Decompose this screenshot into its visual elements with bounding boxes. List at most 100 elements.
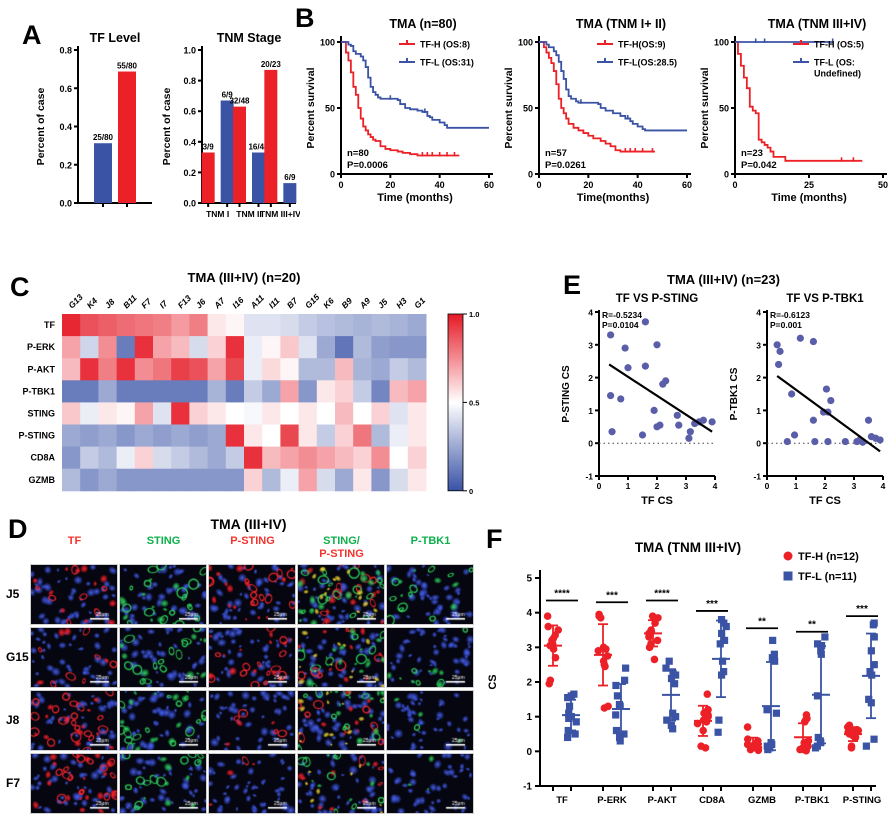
svg-text:TMA (n=80): TMA (n=80) (389, 17, 456, 31)
svg-text:50: 50 (878, 180, 888, 190)
svg-text:TNM III+IV: TNM III+IV (260, 209, 300, 219)
svg-text:2: 2 (526, 678, 532, 689)
microscopy-column-headers: TF STING P-STING STING/P-STING P-TBK1 (30, 535, 475, 560)
microscopy-grid: J5 G15 J8 F7 (0, 564, 480, 820)
svg-text:***: *** (606, 590, 618, 601)
km-plot-tma-n80: TMA (n=80) 0 50 100 0 20 40 60 Time (months) Perc… (303, 12, 499, 245)
micro-image-J5-2 (208, 564, 296, 625)
svg-text:3/9: 3/9 (203, 143, 215, 152)
svg-text:0: 0 (528, 170, 533, 180)
panel-e: E TMA (III+IV) (n=23) TF VS P-STING -1 0 1 2… (555, 262, 892, 520)
svg-text:P-AKT: P-AKT (28, 364, 56, 374)
svg-text:20: 20 (385, 180, 395, 190)
panel-b-label: B (295, 3, 315, 33)
svg-text:5: 5 (526, 574, 532, 585)
panel-a-label: A (22, 20, 42, 50)
svg-text:4: 4 (756, 308, 761, 318)
svg-text:F7: F7 (139, 295, 154, 310)
panel-c-label: C (10, 272, 30, 302)
panel-f: F TMA (TNM III+IV) TF-H (n=12) TF-L (n=11)… (480, 520, 892, 822)
svg-text:TF-H (n=12): TF-H (n=12) (798, 551, 859, 563)
panel-e-title: TMA (III+IV) (n=23) (667, 272, 780, 287)
svg-text:0: 0 (756, 439, 761, 449)
svg-text:100: 100 (714, 38, 729, 48)
svg-text:100: 100 (518, 38, 533, 48)
svg-text:60: 60 (484, 180, 494, 190)
panel-c: C TMA (III+IV) (n=20) G13 K4 J8 B11 F7 I7 F13 J6… (0, 262, 555, 520)
svg-text:TF-H (OS:5): TF-H (OS:5) (814, 40, 864, 50)
svg-text:P-TBK1: P-TBK1 (22, 386, 55, 396)
svg-text:6/9: 6/9 (284, 173, 296, 182)
svg-text:0: 0 (330, 170, 335, 180)
svg-text:TF VS P-STING: TF VS P-STING (616, 293, 698, 305)
svg-text:0: 0 (765, 481, 770, 491)
scatter-tf-ptbk1: TF VS P-TBK1 -1 0 1 2 3 4 0 1 2 3 4 TF CS P-TBK1 CS R=… (725, 286, 891, 523)
scatter-tf-psting: TF VS P-STING -1 0 1 2 3 4 0 1 2 3 4 TF CS P-STING CS… (557, 286, 723, 523)
svg-text:0.5: 0.5 (469, 398, 479, 407)
svg-text:TNM II: TNM II (236, 209, 262, 219)
svg-text:0.8: 0.8 (59, 46, 72, 56)
svg-text:40: 40 (633, 180, 643, 190)
svg-text:A11: A11 (248, 293, 267, 312)
svg-text:J5: J5 (376, 296, 390, 310)
tf-level-bar-chart: TF Level 0.0 0.2 0.4 0.6 0.8 Percent of case 25… (32, 28, 158, 238)
svg-text:TF-L(OS:28.5): TF-L(OS:28.5) (618, 58, 677, 68)
svg-text:0: 0 (526, 747, 532, 758)
svg-text:R=-0.6123: R=-0.6123 (770, 310, 810, 320)
svg-text:40: 40 (435, 180, 445, 190)
svg-text:16/48: 16/48 (248, 143, 269, 152)
svg-text:I16: I16 (230, 295, 246, 311)
micro-col-header-text: STING/ (323, 535, 360, 547)
svg-text:1: 1 (526, 712, 532, 723)
svg-text:GZMB: GZMB (29, 475, 56, 485)
micro-image-G15-0 (30, 627, 118, 688)
micro-col-header-3: STING/P-STING (297, 535, 386, 560)
svg-text:TMA (III+IV) (n=20): TMA (III+IV) (n=20) (188, 270, 301, 285)
panel-b: B TMA (n=80) 0 50 100 0 20 40 60 Time (months) Pe… (293, 0, 892, 240)
svg-text:Percent survival: Percent survival (305, 67, 317, 148)
micro-col-header-2: P-STING (208, 535, 297, 560)
svg-text:K6: K6 (321, 295, 336, 310)
svg-text:1.0: 1.0 (469, 310, 479, 319)
svg-text:F13: F13 (176, 293, 194, 311)
svg-text:P-STING: P-STING (18, 431, 55, 441)
svg-text:0.4: 0.4 (183, 137, 196, 147)
svg-text:0.6: 0.6 (59, 84, 72, 94)
svg-text:P-STING: P-STING (843, 795, 882, 806)
heatmap-chart: TMA (III+IV) (n=20) G13 K4 J8 B11 F7 I7 F13 J6 A7… (0, 262, 555, 525)
svg-text:TNM I: TNM I (206, 209, 229, 219)
panel-d: D TMA (III+IV) TF STING P-STING STING/P-STI… (0, 512, 480, 822)
svg-text:Time(months): Time(months) (577, 192, 650, 204)
micro-image-F7-3 (297, 753, 385, 814)
svg-text:B7: B7 (285, 295, 301, 311)
svg-text:4: 4 (713, 481, 718, 491)
micro-row-label-G15: G15 (6, 649, 29, 664)
svg-text:P-STING CS: P-STING CS (561, 365, 572, 423)
micro-col-header-0: TF (30, 535, 119, 560)
svg-text:H3: H3 (394, 295, 409, 310)
svg-text:P-ERK: P-ERK (597, 795, 627, 806)
svg-text:4: 4 (588, 308, 593, 318)
svg-text:B11: B11 (121, 293, 139, 311)
svg-text:**: ** (808, 620, 816, 631)
svg-text:TF-L (OS:: TF-L (OS: (814, 58, 855, 68)
svg-text:0: 0 (536, 180, 541, 190)
svg-text:Percent of case: Percent of case (35, 88, 47, 166)
svg-text:2: 2 (823, 481, 828, 491)
svg-text:G15: G15 (303, 292, 322, 311)
micro-image-G15-2 (208, 627, 296, 688)
svg-text:n=80: n=80 (347, 148, 369, 159)
svg-text:3: 3 (852, 481, 857, 491)
svg-text:A9: A9 (357, 295, 373, 311)
svg-text:TF CS: TF CS (641, 495, 673, 507)
svg-text:TMA (TNM III+IV): TMA (TNM III+IV) (635, 540, 741, 555)
svg-text:TF: TF (556, 795, 568, 806)
svg-text:0: 0 (732, 180, 737, 190)
svg-text:Time (months): Time (months) (377, 192, 453, 204)
svg-text:2: 2 (588, 373, 593, 383)
svg-text:****: **** (554, 589, 570, 600)
svg-text:G1: G1 (412, 295, 427, 310)
svg-text:P=0.0104: P=0.0104 (602, 320, 639, 330)
svg-text:***: *** (856, 604, 868, 615)
svg-text:J6: J6 (194, 296, 208, 310)
